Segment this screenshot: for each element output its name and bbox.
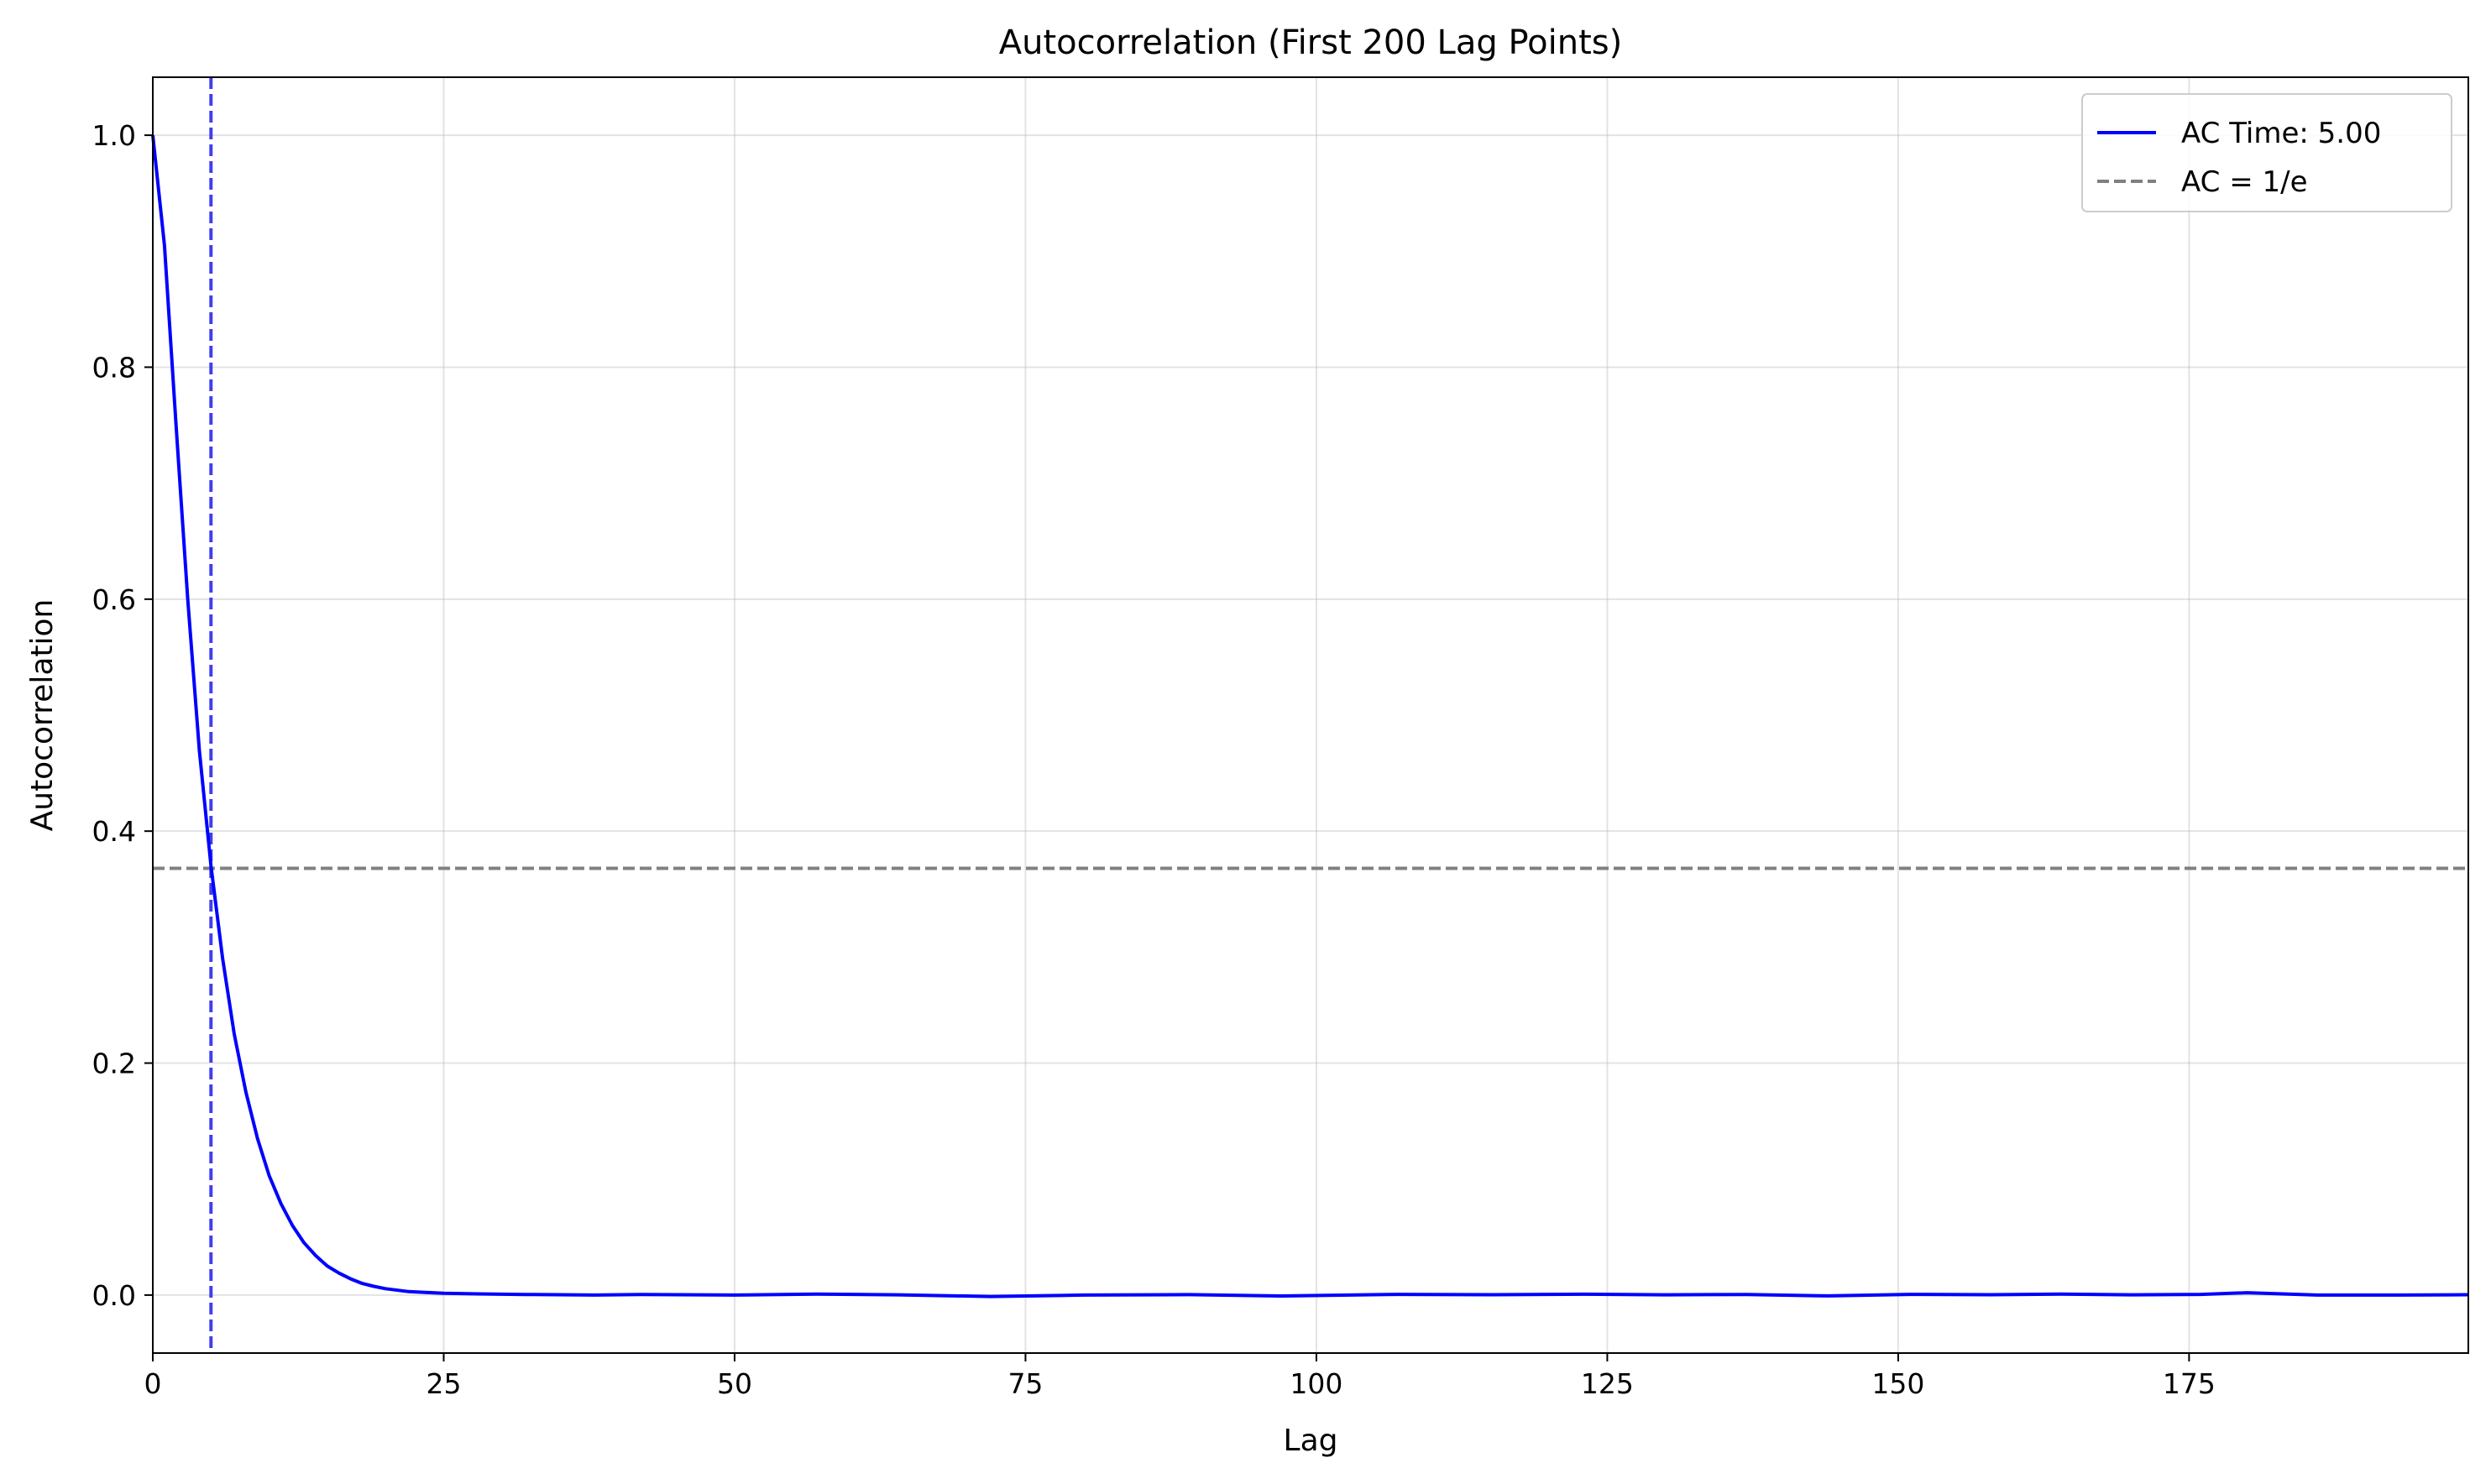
y-tick-label: 0.0 [92,1279,136,1312]
plot-frame [152,76,2469,1354]
x-tick-label: 125 [1581,1367,1634,1400]
y-tick-label: 1.0 [92,119,136,152]
y-axis-label: Autocorrelation [25,599,60,832]
legend-box [2081,93,2452,212]
series-line-ac-time [151,134,2469,1298]
x-axis-label: Lag [1284,1424,1338,1458]
x-tick-label: 75 [1007,1367,1043,1400]
x-tick-label: 175 [2163,1367,2216,1400]
legend-label-ac-time: AC Time: 5.00 [2181,117,2381,150]
y-axis-ticks: 0.0 0.2 0.4 0.6 0.8 1.0 [92,119,153,1312]
x-tick-label: 150 [1871,1367,1924,1400]
x-tick-label: 50 [717,1367,752,1400]
y-tick-label: 0.4 [92,815,136,848]
y-tick-label: 0.2 [92,1048,136,1080]
legend-label-1-over-e: AC = 1/e [2181,165,2308,199]
x-tick-label: 25 [426,1367,461,1400]
legend: AC Time: 5.00 AC = 1/e [2081,93,2452,212]
y-tick-label: 0.8 [92,351,136,384]
x-tick-label: 0 [144,1367,162,1400]
series-layer [151,134,2469,1298]
reference-lines [153,77,2468,1353]
x-axis-ticks: 0 25 50 75 100 125 150 175 [144,1353,2216,1400]
chart-title: Autocorrelation (First 200 Lag Points) [999,24,1622,62]
y-tick-label: 0.6 [92,583,136,616]
x-tick-label: 100 [1290,1367,1342,1400]
